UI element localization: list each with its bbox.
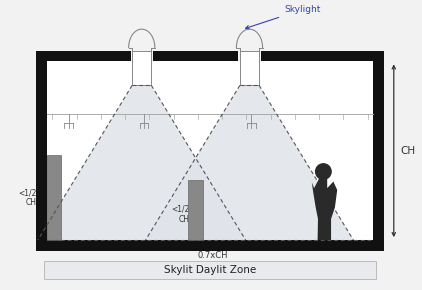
Bar — [240, 51, 259, 85]
Bar — [153, 51, 238, 61]
Text: Skylit Daylit Zone: Skylit Daylit Zone — [164, 265, 256, 275]
Text: Skylight: Skylight — [246, 5, 320, 29]
Bar — [373, 51, 384, 251]
Polygon shape — [38, 85, 246, 240]
Polygon shape — [312, 178, 337, 240]
Bar — [36, 51, 130, 61]
Circle shape — [315, 163, 332, 180]
Bar — [47, 155, 61, 240]
Bar — [36, 51, 47, 251]
Polygon shape — [146, 85, 353, 240]
Bar — [43, 261, 376, 278]
Bar — [188, 180, 203, 240]
Bar — [261, 51, 373, 61]
Text: 0.7xCH: 0.7xCH — [197, 251, 228, 260]
Text: CH: CH — [401, 146, 416, 156]
Bar — [36, 240, 384, 251]
Bar — [132, 51, 151, 85]
Text: <1/2
CH: <1/2 CH — [171, 204, 189, 224]
Text: <1/2
CH: <1/2 CH — [18, 188, 36, 207]
Bar — [47, 61, 373, 240]
